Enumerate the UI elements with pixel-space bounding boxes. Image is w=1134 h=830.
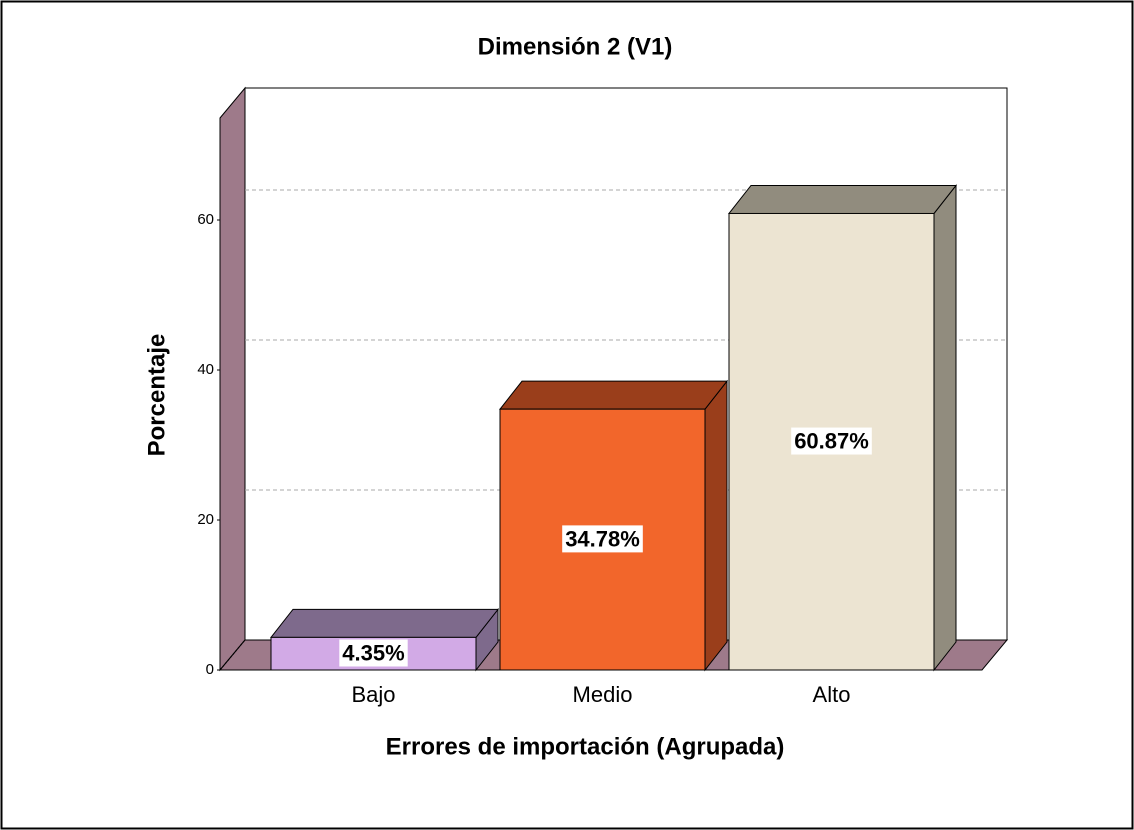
bar-side xyxy=(933,184,957,672)
floor-edge xyxy=(219,639,246,671)
bar-top xyxy=(269,608,500,638)
value-label: 60.87% xyxy=(794,429,869,454)
y-tick-label: 0 xyxy=(206,661,214,678)
value-label-bg xyxy=(791,427,872,455)
x-axis-label: Errores de importación (Agrupada) xyxy=(386,733,785,760)
y-tick-label: 60 xyxy=(197,211,214,228)
left-wall xyxy=(219,86,246,672)
bar-top xyxy=(727,184,958,214)
x-tick-label: Medio xyxy=(573,682,633,707)
y-axis-label: Porcentaje xyxy=(143,334,170,457)
bar-side xyxy=(704,379,728,672)
value-label-bg xyxy=(562,525,643,553)
bar-top xyxy=(498,380,729,410)
value-label: 34.78% xyxy=(565,526,640,551)
x-tick-label: Bajo xyxy=(351,682,395,707)
y-tick-label: 40 xyxy=(197,361,214,378)
value-label: 4.35% xyxy=(342,641,404,666)
x-tick-label: Alto xyxy=(813,682,851,707)
chart-title: Dimensión 2 (V1) xyxy=(478,33,673,60)
value-label-bg xyxy=(339,639,408,667)
y-tick-label: 20 xyxy=(197,511,214,528)
